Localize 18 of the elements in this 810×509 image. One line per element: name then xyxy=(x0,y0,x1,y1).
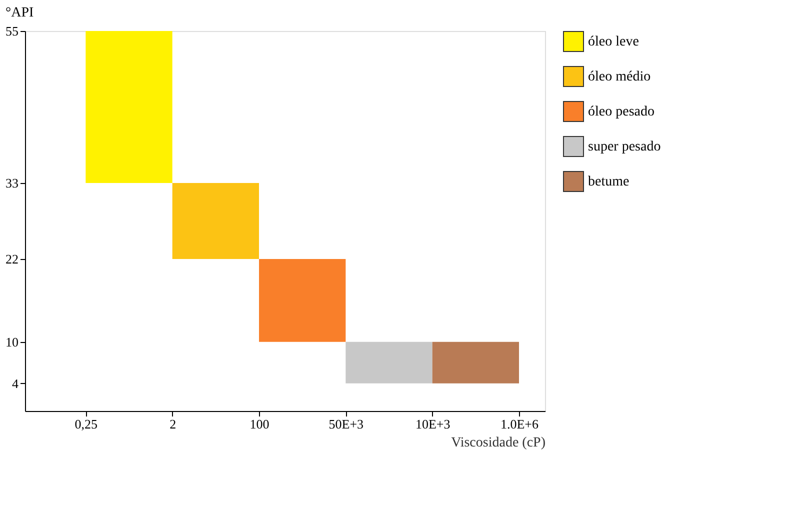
x-axis-title: Viscosidade (cP) xyxy=(451,436,546,450)
legend-label: super pesado xyxy=(588,140,661,154)
y-tick-label: 4 xyxy=(12,376,19,391)
legend-label: betume xyxy=(588,174,630,190)
y-tick-label: 33 xyxy=(6,176,18,190)
x-tick-label: 100 xyxy=(250,416,270,432)
x-tick-label: 1.0E+6 xyxy=(500,416,540,432)
legend-label: óleo médio xyxy=(588,70,651,84)
x-tick-label: 50E+3 xyxy=(328,416,364,432)
y-tick-label: 55 xyxy=(6,24,18,38)
y-tick-label: 22 xyxy=(6,252,18,266)
x-tick-label: 0,25 xyxy=(74,416,98,432)
y-tick-label: 10 xyxy=(6,334,18,350)
y-axis-title: °API xyxy=(6,6,34,20)
legend-label: óleo leve xyxy=(588,34,639,50)
x-tick-label: 2 xyxy=(170,416,176,432)
x-tick-label: 10E+3 xyxy=(415,416,450,432)
legend-label: óleo pesado xyxy=(588,104,654,120)
